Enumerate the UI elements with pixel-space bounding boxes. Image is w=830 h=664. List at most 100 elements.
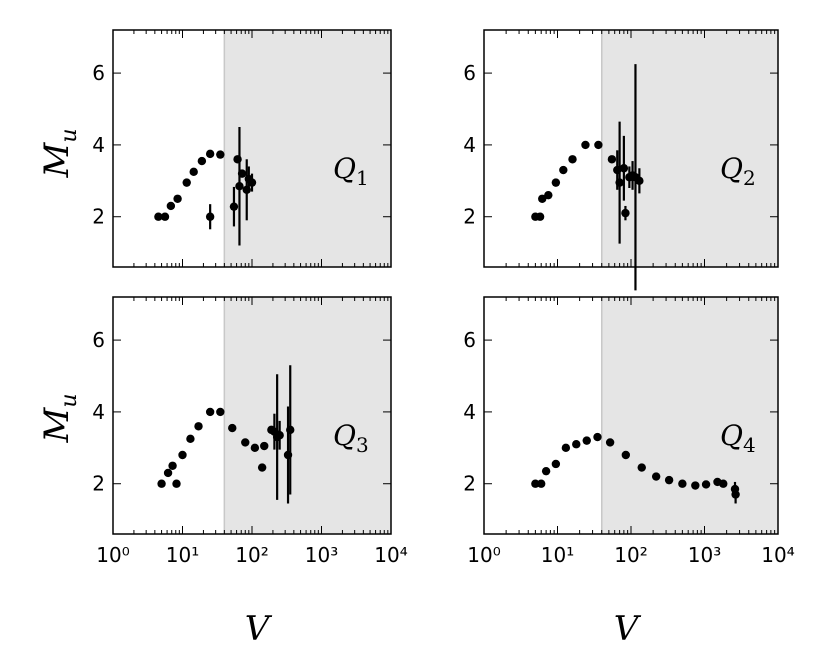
y-tick-label: 2 <box>463 472 476 496</box>
panel-q2: 2 4 6 Q2 <box>463 29 779 291</box>
data-point <box>536 479 546 488</box>
x-tick-label: 10³ <box>688 543 721 567</box>
shaded-region <box>601 30 778 267</box>
data-point <box>257 463 267 472</box>
data-point <box>178 450 187 460</box>
data-point <box>538 194 547 203</box>
data-point <box>541 466 551 476</box>
y-tick-label: 2 <box>92 472 105 496</box>
data-point <box>160 212 170 221</box>
panel-q1: 2 4 6 Q1 <box>92 29 392 268</box>
data-point <box>247 178 257 187</box>
data-point <box>235 182 244 191</box>
data-point <box>621 208 630 218</box>
plot-frame <box>112 29 392 268</box>
x-tick-label: 10⁴ <box>761 543 794 567</box>
plot-frame <box>483 296 779 535</box>
x-tick-label: 10³ <box>305 543 338 567</box>
y-tick-label: 2 <box>463 205 476 229</box>
data-point <box>615 178 624 187</box>
data-point <box>719 479 728 488</box>
data-point <box>635 176 644 186</box>
data-point <box>594 140 603 150</box>
panel-label: Q1 <box>333 152 369 190</box>
data-point <box>568 155 577 164</box>
shaded-region <box>224 297 391 534</box>
data-point <box>194 422 203 431</box>
y-tick-label: 6 <box>92 328 105 352</box>
data-point <box>637 463 646 472</box>
panel-label: Q4 <box>720 419 756 457</box>
shaded-region <box>601 297 778 534</box>
data-point <box>166 201 176 211</box>
data-point <box>572 440 581 449</box>
data-point <box>228 423 237 433</box>
data-point <box>561 443 571 453</box>
data-point <box>691 481 700 490</box>
shaded-region <box>224 30 391 267</box>
data-point <box>186 434 195 444</box>
data-point <box>229 202 239 211</box>
panel-label: Q2 <box>720 152 756 190</box>
x-tick-label: 10¹ <box>541 543 574 567</box>
data-point <box>605 438 615 447</box>
data-point <box>551 459 561 469</box>
panel-q3: 10⁰ 10¹ 10² 10³ 10⁴ 2 4 6 Q3 <box>92 296 408 567</box>
data-point <box>621 450 631 460</box>
data-point <box>593 432 602 442</box>
x-tick-label: 10² <box>235 543 268 567</box>
data-point <box>582 436 591 445</box>
data-point <box>678 479 687 488</box>
data-point <box>286 425 295 435</box>
x-tick-label: 10¹ <box>166 543 199 567</box>
data-point <box>275 431 284 440</box>
data-point <box>559 165 568 175</box>
y-tick-label: 6 <box>463 328 476 352</box>
y-tick-label: 6 <box>92 61 105 85</box>
data-point <box>551 178 561 187</box>
data-point <box>216 150 225 159</box>
data-point <box>205 149 215 159</box>
y-axis-label-bottom: Mu <box>37 394 82 444</box>
panel-q4: 10⁰ 10¹ 10² 10³ 10⁴ 2 4 6 Q4 <box>463 296 795 567</box>
data-point <box>260 441 269 451</box>
y-tick-label: 4 <box>463 133 476 157</box>
y-tick-label: 6 <box>463 61 476 85</box>
x-axis-label-left: V <box>245 609 273 649</box>
data-point <box>154 212 163 221</box>
y-tick-label: 4 <box>92 133 105 157</box>
data-point <box>237 169 247 178</box>
panel-label: Q3 <box>333 419 369 457</box>
y-axis-label-top: Mu <box>37 129 82 179</box>
data-point <box>189 167 198 177</box>
plot-frame <box>483 29 779 268</box>
data-point <box>531 479 540 488</box>
y-tick-label: 4 <box>463 400 476 424</box>
data-point <box>182 178 191 187</box>
data-point <box>535 212 545 221</box>
data-point <box>241 438 250 447</box>
x-tick-label: 10⁴ <box>374 543 407 567</box>
data-point <box>664 475 674 485</box>
data-point <box>205 407 215 417</box>
data-point <box>168 461 177 470</box>
data-point <box>701 480 711 489</box>
data-point <box>544 190 553 200</box>
data-point <box>250 443 260 453</box>
plot-frame <box>112 296 392 535</box>
x-tick-label: 10⁰ <box>96 543 129 567</box>
data-point <box>172 479 181 488</box>
x-tick-label: 10⁰ <box>467 543 500 567</box>
x-tick-label: 10² <box>614 543 647 567</box>
y-tick-label: 4 <box>92 400 105 424</box>
y-tick-label: 2 <box>92 205 105 229</box>
data-point <box>163 468 173 478</box>
data-point <box>651 472 661 481</box>
x-axis-label-right: V <box>614 609 642 649</box>
data-point <box>731 490 740 499</box>
data-point <box>216 407 225 417</box>
data-point <box>607 155 617 164</box>
data-point <box>197 156 207 166</box>
data-point <box>173 194 182 203</box>
